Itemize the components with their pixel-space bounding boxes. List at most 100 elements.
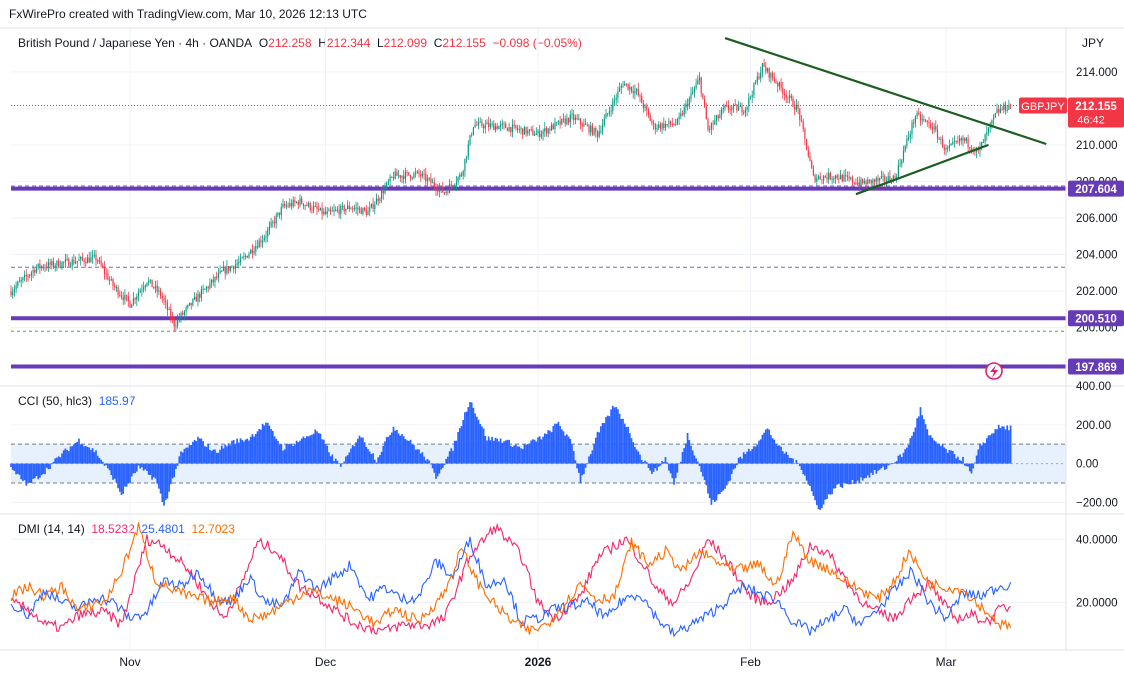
candle-body (646, 106, 648, 111)
candle-body (569, 114, 571, 123)
cci-bar (236, 438, 238, 464)
cci-bar (15, 463, 17, 475)
candle-body (347, 205, 349, 210)
cci-bar (27, 463, 29, 483)
cci-bar (481, 426, 483, 464)
candle-body (632, 90, 634, 94)
flash-icon[interactable] (985, 362, 1003, 380)
candle-body (812, 167, 814, 176)
cci-bar (771, 438, 774, 464)
candle-body (377, 198, 379, 202)
cci-bar (759, 439, 762, 464)
cci-bar (413, 445, 415, 464)
candle-body (103, 267, 106, 274)
candle-body (773, 77, 775, 82)
price-axis[interactable]: 214.000212.000210.000208.000206.000204.0… (1076, 67, 1118, 610)
candle-body (918, 112, 920, 115)
candle-body (797, 104, 799, 109)
candle-body (80, 257, 82, 260)
candle-body (243, 256, 245, 258)
candle-body (605, 113, 607, 119)
candle-body (399, 175, 401, 178)
cci-bar (975, 455, 978, 464)
candle-body (785, 94, 787, 99)
currency-label[interactable]: JPY (1082, 36, 1105, 50)
cci-bar (909, 438, 912, 464)
cci-bar (815, 463, 818, 506)
candle-body (624, 83, 626, 86)
candle-body (945, 147, 947, 150)
cci-bar (224, 444, 227, 464)
candle-body (212, 279, 214, 282)
cci-bar (265, 422, 267, 464)
candle-body (721, 109, 723, 115)
candle-body (277, 212, 279, 216)
cci-bar (144, 463, 147, 470)
cci-bar (999, 428, 1002, 464)
cci-title[interactable]: CCI (50, hlc3) (18, 394, 93, 408)
candle-body (627, 83, 629, 90)
candle-body (160, 290, 162, 296)
cci-bar (219, 449, 221, 464)
cci-bar (49, 463, 51, 470)
cci-bar (59, 457, 62, 464)
candle-body (358, 208, 361, 210)
candle-body (746, 106, 748, 110)
candle-body (195, 296, 197, 302)
cci-bar (110, 463, 113, 476)
cci-bar (88, 447, 91, 464)
cci-bar (526, 444, 529, 464)
candle-body (455, 182, 457, 186)
candle-body (585, 123, 587, 125)
candle-body (479, 121, 481, 123)
cci-bar (662, 462, 665, 464)
candle-body (911, 122, 913, 134)
candle-body (44, 267, 46, 269)
candle-body (882, 175, 884, 177)
cci-bar (530, 440, 533, 464)
cci-bar (588, 456, 590, 464)
candle-body (229, 266, 231, 271)
symbol-name[interactable]: British Pound / Japanese Yen · 4h · OAND… (18, 36, 253, 50)
candle-body (107, 273, 109, 280)
cci-bar (368, 451, 371, 464)
dmi-title[interactable]: DMI (14, 14) (18, 522, 85, 536)
candle-body (663, 123, 665, 128)
cci-bar (608, 416, 611, 464)
cci-bar (628, 433, 631, 464)
candle-body (848, 176, 850, 179)
cci-bar (54, 458, 57, 464)
time-axis[interactable]: Nov Dec 2026 Feb Mar (119, 655, 956, 669)
candle-body (64, 259, 66, 263)
close-value: 212.155 (442, 36, 486, 50)
cci-bar (513, 445, 516, 464)
candle-body (868, 179, 871, 181)
candle-body (1004, 104, 1007, 111)
cci-bar (940, 446, 942, 464)
candle-body (908, 137, 910, 139)
candle-body (578, 118, 580, 120)
cci-bar (183, 448, 186, 464)
cci-bar (734, 463, 737, 469)
cci-bar (285, 444, 288, 464)
candle-body (816, 178, 818, 182)
candle-body (595, 127, 597, 132)
candle-body (734, 104, 736, 106)
cci-bar (338, 463, 340, 464)
candle-body (681, 113, 684, 115)
cci-bar (873, 463, 876, 470)
candle-body (511, 124, 514, 133)
price-tick-label: 202.000 (1076, 286, 1118, 298)
cci-bar (571, 444, 573, 464)
trendline-1 (855, 143, 989, 196)
cci-bar (66, 449, 68, 464)
candle-body (914, 116, 916, 123)
candle-body (171, 317, 174, 319)
cci-histogram (10, 402, 1066, 510)
candle-body (501, 123, 503, 125)
cci-bar (511, 446, 514, 464)
cci-bar (577, 463, 580, 473)
candle-body (122, 296, 124, 300)
candle-body (22, 277, 24, 281)
